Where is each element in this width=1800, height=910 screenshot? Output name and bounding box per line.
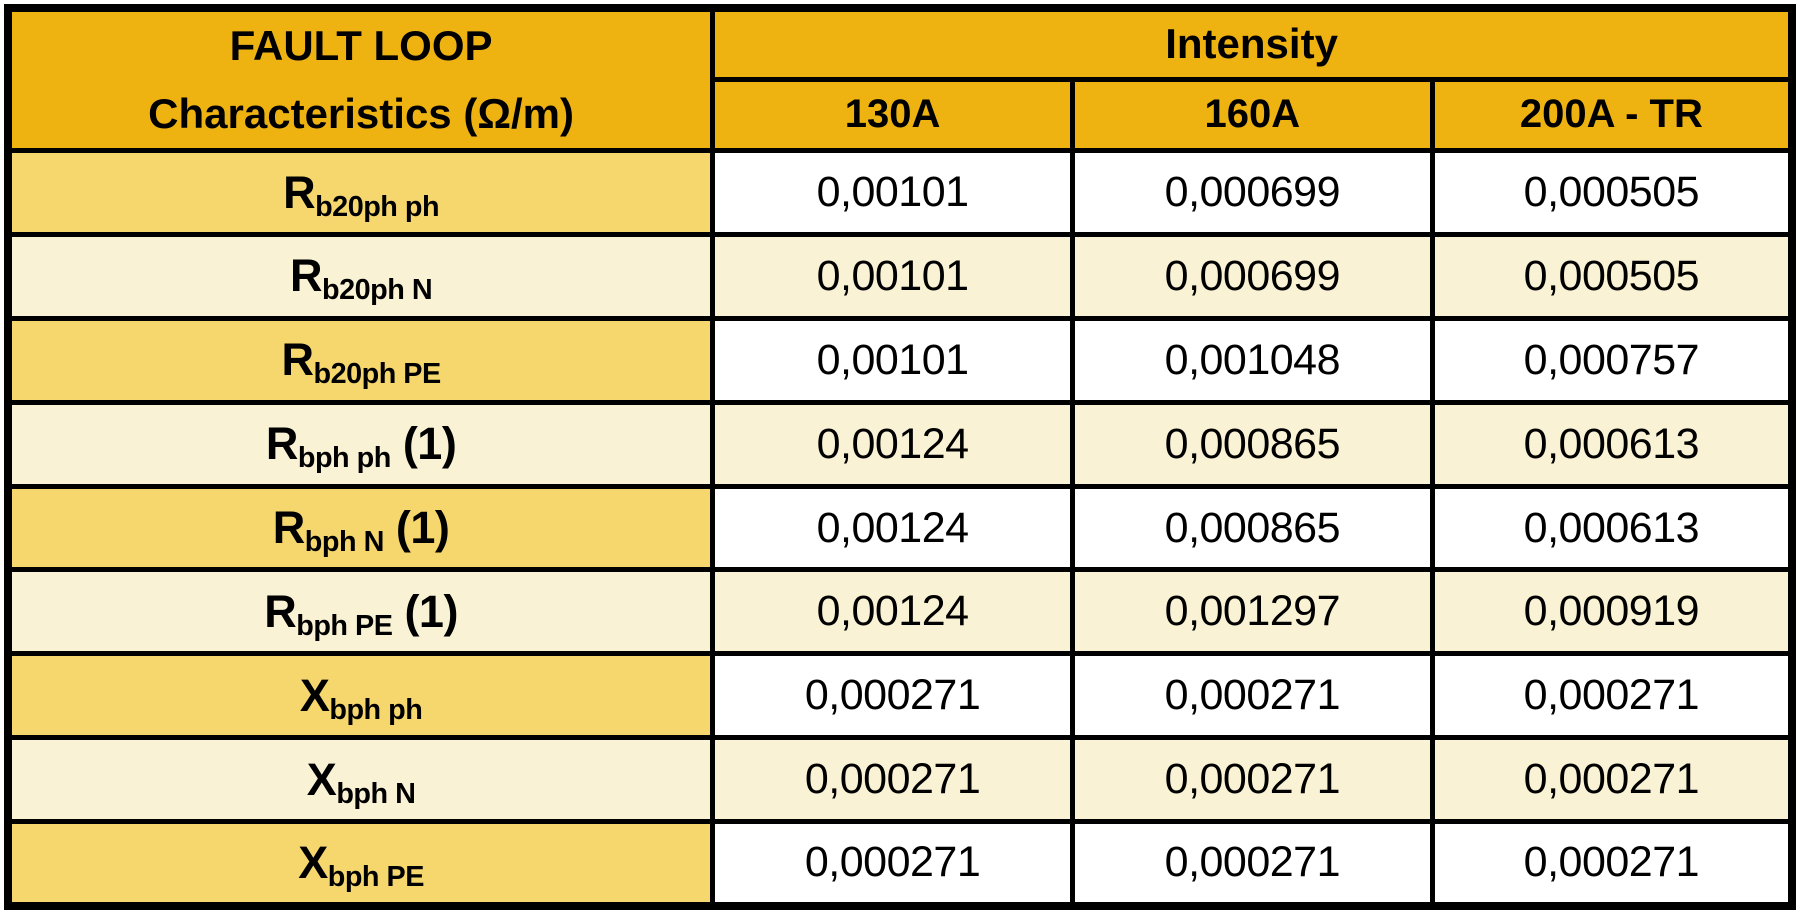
value-cell: 0,001297 xyxy=(1069,567,1435,657)
value-cell: 0,000505 xyxy=(1429,148,1795,237)
value-cell: 0,00124 xyxy=(710,567,1075,657)
row-label-base: R xyxy=(281,334,314,386)
value-cell: 0,000271 xyxy=(1069,651,1435,741)
table-row: Rb20ph ph 0,00101 0,000699 0,000505 xyxy=(5,148,1795,237)
row-label-subscript: bph ph xyxy=(297,442,391,475)
fault-loop-table: FAULT LOOP Characteristics (Ω/m) Intensi… xyxy=(4,4,1796,910)
row-label-base: R xyxy=(265,418,299,470)
row-label-base: X xyxy=(306,753,337,805)
value-cell: 0,001048 xyxy=(1069,315,1435,405)
row-label-cell: Rbph N (1) xyxy=(5,483,716,573)
corner-header-line2: Characteristics (Ω/m) xyxy=(148,90,574,138)
table-row: Rb20ph PE 0,00101 0,001048 0,000757 xyxy=(5,315,1795,405)
row-label-subscript: bph ph xyxy=(329,693,423,726)
table-row: Xbph ph 0,000271 0,000271 0,000271 xyxy=(5,651,1795,741)
value-cell: 0,000271 xyxy=(1069,819,1435,909)
corner-header-line1: FAULT LOOP xyxy=(229,22,493,69)
row-label-subscript: bph PE xyxy=(296,609,393,642)
table-row: Rbph N (1) 0,00124 0,000865 0,000613 xyxy=(5,483,1795,573)
row-label-suffix: (1) xyxy=(383,502,450,553)
row-label-subscript: b20ph N xyxy=(322,274,433,307)
value-cell: 0,000613 xyxy=(1429,399,1795,489)
header-row-group: FAULT LOOP Characteristics (Ω/m) Intensi… xyxy=(5,5,1795,154)
value-cell: 0,000865 xyxy=(1069,399,1435,489)
row-label-cell: Rbph ph (1) xyxy=(5,399,716,489)
row-label-cell: Rbph PE (1) xyxy=(5,567,716,657)
row-label-base: R xyxy=(283,166,316,218)
intensity-group-header: Intensity xyxy=(710,5,1795,82)
table-row: Rbph PE (1) 0,00124 0,001297 0,000919 xyxy=(5,567,1795,657)
value-cell: 0,000505 xyxy=(1429,231,1795,321)
value-cell: 0,00101 xyxy=(710,148,1075,237)
row-label-cell: Xbph ph xyxy=(5,651,716,741)
value-cell: 0,000271 xyxy=(710,651,1075,741)
table-row: Xbph N 0,000271 0,000271 0,000271 xyxy=(5,735,1795,825)
column-header-200a-tr: 200A - TR xyxy=(1429,76,1795,154)
row-label-cell: Rb20ph PE xyxy=(5,315,716,405)
row-label-base: R xyxy=(272,502,306,553)
header-row-columns: 130A 160A 200A - TR xyxy=(8,76,1795,154)
row-label-suffix: (1) xyxy=(392,585,458,637)
value-cell: 0,000271 xyxy=(710,735,1075,825)
corner-header-cell: FAULT LOOP Characteristics (Ω/m) xyxy=(5,5,716,154)
value-cell: 0,00101 xyxy=(710,231,1075,321)
column-header-130a: 130A xyxy=(710,76,1075,154)
column-header-160a: 160A xyxy=(1069,76,1435,154)
value-cell: 0,000757 xyxy=(1429,315,1795,405)
value-cell: 0,00101 xyxy=(710,315,1075,405)
row-label-cell: Xbph PE xyxy=(5,819,716,909)
value-cell: 0,000271 xyxy=(1429,819,1795,909)
table-row: Rbph ph (1) 0,00124 0,000865 0,000613 xyxy=(5,399,1795,489)
value-cell: 0,000919 xyxy=(1429,567,1795,657)
row-label-suffix: (1) xyxy=(390,418,457,470)
row-label-subscript: bph N xyxy=(304,526,385,559)
value-cell: 0,00124 xyxy=(710,483,1075,573)
row-label-cell: Rb20ph ph xyxy=(5,148,716,237)
value-cell: 0,000613 xyxy=(1429,483,1795,573)
value-cell: 0,000271 xyxy=(1429,651,1795,741)
row-label-base: X xyxy=(298,836,328,888)
row-label-cell: Xbph N xyxy=(5,735,716,825)
row-label-base: R xyxy=(264,585,297,637)
value-cell: 0,000699 xyxy=(1069,148,1435,237)
table-row: Rb20ph N 0,00101 0,000699 0,000505 xyxy=(5,231,1795,321)
row-label-base: X xyxy=(299,669,330,721)
row-label-base: R xyxy=(290,250,323,302)
value-cell: 0,000271 xyxy=(1069,735,1435,825)
row-label-subscript: bph PE xyxy=(327,860,425,893)
table-row: Xbph PE 0,000271 0,000271 0,000271 xyxy=(5,819,1795,909)
row-label-subscript: b20ph PE xyxy=(313,358,441,391)
value-cell: 0,00124 xyxy=(710,399,1075,489)
row-label-subscript: b20ph ph xyxy=(315,190,440,223)
row-label-subscript: bph N xyxy=(336,777,416,810)
value-cell: 0,000271 xyxy=(710,819,1075,909)
value-cell: 0,000865 xyxy=(1069,483,1435,573)
row-label-cell: Rb20ph N xyxy=(5,231,716,321)
value-cell: 0,000271 xyxy=(1429,735,1795,825)
value-cell: 0,000699 xyxy=(1069,231,1435,321)
